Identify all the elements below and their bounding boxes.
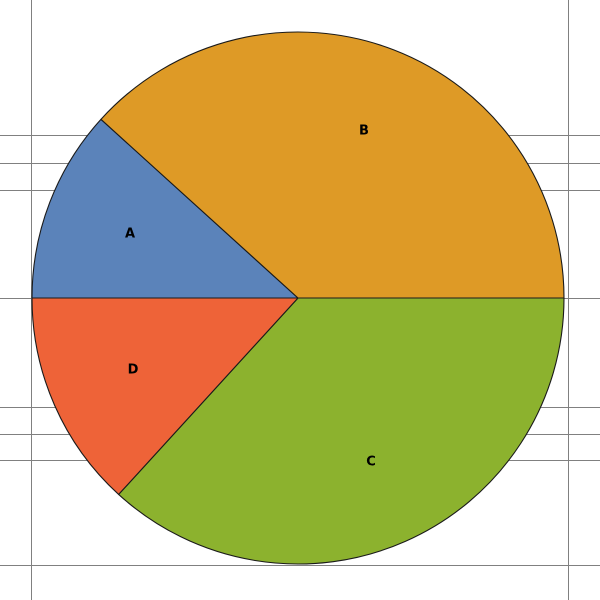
pie-slice-c[interactable] [118, 297, 565, 565]
pie-slice-a[interactable] [31, 118, 299, 299]
pie-slice-d[interactable] [31, 297, 299, 495]
pie-slice-b[interactable] [100, 31, 565, 299]
pie-slices-group [31, 31, 565, 565]
